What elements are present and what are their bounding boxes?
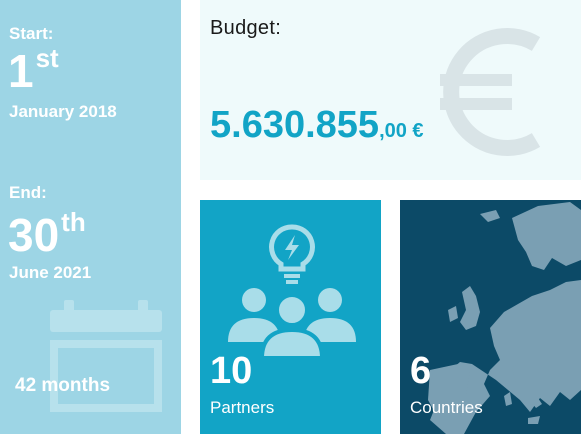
start-date: January 2018 [9,102,117,121]
end-date: June 2021 [9,263,92,282]
end-day-suffix: th [61,207,86,237]
budget-amount: 5.630.855,00 € [210,104,424,147]
budget-title: Budget: [210,17,282,39]
countries-count: 6 [410,350,432,392]
budget-tile: Budget: 5.630.855,00 € [200,0,581,180]
budget-amount-main: 5.630.855 [210,104,380,146]
end-label: End: [9,183,47,202]
partners-count: 10 [210,350,253,392]
partners-label: Partners [210,398,275,417]
start-day-number: 1 [8,45,34,97]
euro-icon [440,28,541,156]
end-day: 30th [8,209,86,261]
start-day-suffix: st [35,43,59,73]
duration: 42 months [15,375,111,396]
countries-tile: 6 Countries [400,200,581,434]
partners-tile: 10 Partners [200,200,381,434]
europe-map-icon [428,202,581,434]
end-day-number: 30 [8,209,60,261]
budget-amount-decimals: ,00 € [379,120,424,142]
calendar-icon [50,300,162,412]
start-day: 1st [8,45,59,97]
people-group-icon [228,288,356,358]
project-dates-tile: Start: 1st January 2018 End: 30th June 2… [0,0,181,434]
lightbulb-icon [269,224,315,284]
start-label: Start: [9,24,54,43]
countries-label: Countries [410,398,483,417]
